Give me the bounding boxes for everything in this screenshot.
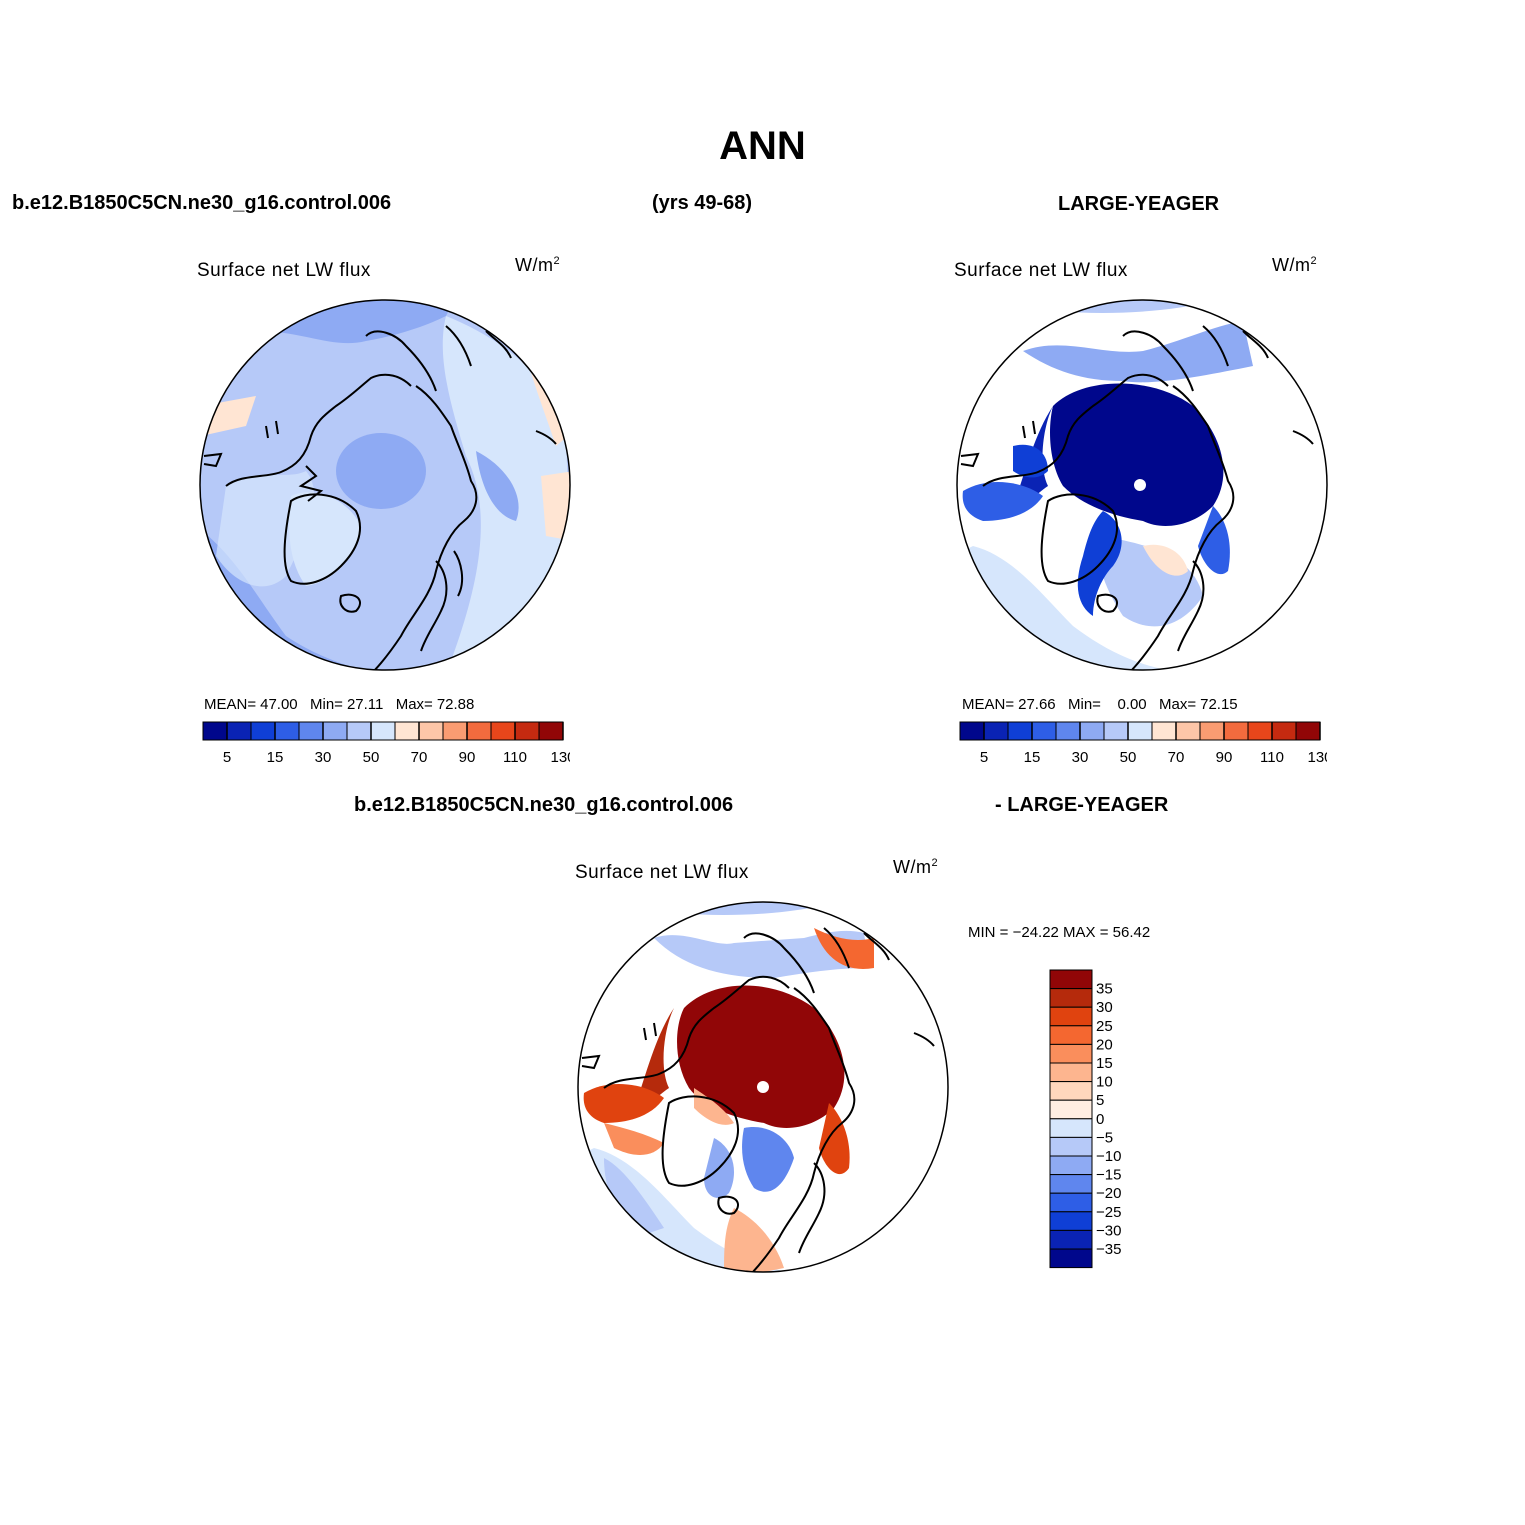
model-colorbar-swatch <box>346 721 372 741</box>
model-units: W/m2 <box>515 255 561 275</box>
obs-colorbar-swatch <box>1031 721 1057 741</box>
model-colorbar-swatch <box>274 721 300 741</box>
diff-colorbar-tick-label: 15 <box>1096 1055 1113 1072</box>
obs-colorbar-swatch <box>1175 721 1201 741</box>
diff-colorbar-tick-label: 35 <box>1096 981 1113 998</box>
model-colorbar-swatch <box>490 721 516 741</box>
main-title: ANN <box>719 124 806 168</box>
diff-colorbar-tick-label: −10 <box>1096 1148 1121 1165</box>
model-colorbar-swatch <box>202 721 228 741</box>
model-colorbar-tick-label: 15 <box>267 749 284 766</box>
diff-obs-header: - LARGE-YEAGER <box>995 794 1169 816</box>
model-colorbar-swatch <box>226 721 252 741</box>
obs-colorbar-tick-label: 90 <box>1216 749 1233 766</box>
model-colorbar-swatch <box>322 721 348 741</box>
diff-colorbar-tick-label: −30 <box>1096 1222 1121 1239</box>
obs-colorbar-tick-label: 50 <box>1120 749 1137 766</box>
obs-units: W/m2 <box>1272 255 1318 275</box>
diff-colorbar-tick-label: −25 <box>1096 1204 1121 1221</box>
obs-colorbar-swatch <box>1199 721 1225 741</box>
diff-case-header: b.e12.B1850C5CN.ne30_g16.control.006 <box>354 794 734 816</box>
obs-colorbar-swatch <box>1127 721 1153 741</box>
diff-colorbar-tick-label: −35 <box>1096 1241 1121 1258</box>
obs-colorbar-swatch <box>1079 721 1105 741</box>
years-header: (yrs 49-68) <box>652 192 753 214</box>
diff-colorbar-swatch <box>1049 1118 1093 1138</box>
diff-units: W/m2 <box>893 857 939 877</box>
diff-colorbar-swatch <box>1049 1211 1093 1231</box>
model-colorbar-swatch <box>442 721 468 741</box>
model-colorbar-swatch <box>538 721 564 741</box>
diff-colorbar-swatch <box>1049 1099 1093 1120</box>
diff-polar-map <box>577 901 949 1273</box>
model-colorbar: 5 15 30 50 70 90 110 130 <box>202 721 570 766</box>
obs-colorbar-swatch <box>1271 721 1297 741</box>
diff-colorbar-swatch <box>1049 1025 1093 1045</box>
obs-colorbar-swatch <box>983 721 1009 741</box>
model-colorbar-tick-label: 130 <box>550 749 570 766</box>
diff-colorbar-swatch <box>1049 1081 1093 1101</box>
obs-colorbar-swatch <box>1247 721 1273 741</box>
diff-colorbar-tick-label: −20 <box>1096 1185 1121 1202</box>
model-colorbar-swatch <box>394 721 420 741</box>
model-colorbar-swatch <box>250 721 276 741</box>
model-colorbar-tick-label: 50 <box>363 749 380 766</box>
obs-colorbar-swatch <box>1103 721 1129 741</box>
model-colorbar-tick-label: 90 <box>459 749 476 766</box>
model-plot-title: Surface net LW flux <box>197 260 371 281</box>
model-polar-map <box>199 299 571 671</box>
obs-polar-map <box>956 299 1328 671</box>
diff-colorbar-swatch <box>1049 1136 1093 1157</box>
diff-colorbar-tick-label: 10 <box>1096 1074 1113 1091</box>
obs-colorbar-swatch <box>1055 721 1081 741</box>
model-colorbar-swatch <box>514 721 540 741</box>
diff-colorbar-tick-label: 20 <box>1096 1036 1113 1053</box>
obs-colorbar-tick-label: 30 <box>1072 749 1089 766</box>
obs-colorbar-swatch <box>1151 721 1177 741</box>
diff-colorbar-swatch <box>1049 1006 1093 1027</box>
obs-colorbar-swatch <box>959 721 985 741</box>
diff-colorbar-swatch <box>1049 988 1093 1008</box>
obs-stats: MEAN= 27.66 Min= 0.00 Max= 72.15 <box>962 696 1238 713</box>
obs-colorbar-tick-label: 130 <box>1307 749 1327 766</box>
obs-colorbar: 5 15 30 50 70 90 110 130 <box>959 721 1327 766</box>
diff-colorbar-tick-label: −15 <box>1096 1167 1121 1184</box>
diff-colorbar-tick-label: −5 <box>1096 1129 1113 1146</box>
model-colorbar-tick-label: 5 <box>223 749 231 766</box>
diff-colorbar-tick-label: 25 <box>1096 1018 1113 1035</box>
diff-colorbar-swatch <box>1049 1248 1093 1269</box>
obs-colorbar-swatch <box>1295 721 1321 741</box>
case-name-header: b.e12.B1850C5CN.ne30_g16.control.006 <box>12 192 392 214</box>
diff-colorbar-swatch <box>1049 1043 1093 1064</box>
model-colorbar-swatch <box>466 721 492 741</box>
model-colorbar-tick-label: 70 <box>411 749 428 766</box>
obs-colorbar-swatch <box>1007 721 1033 741</box>
obs-colorbar-tick-label: 110 <box>1260 749 1284 766</box>
obs-name-header: LARGE-YEAGER <box>1058 193 1220 215</box>
model-colorbar-swatch <box>370 721 396 741</box>
model-stats: MEAN= 47.00 Min= 27.11 Max= 72.88 <box>204 696 475 713</box>
diff-colorbar-tick-label: 0 <box>1096 1111 1104 1128</box>
model-colorbar-tick-label: 110 <box>503 749 527 766</box>
diff-colorbar-tick-label: 30 <box>1096 999 1113 1016</box>
obs-plot-title: Surface net LW flux <box>954 260 1128 281</box>
diff-colorbar-tick-label: 5 <box>1096 1092 1104 1109</box>
obs-colorbar-tick-label: 15 <box>1024 749 1041 766</box>
diff-colorbar-swatch <box>1049 1174 1093 1194</box>
diff-colorbar-swatch <box>1049 1192 1093 1213</box>
diff-plot-title: Surface net LW flux <box>575 862 749 883</box>
model-colorbar-swatch <box>418 721 444 741</box>
diff-colorbar-swatch <box>1049 969 1093 990</box>
diff-colorbar-swatch <box>1049 1229 1093 1250</box>
model-colorbar-swatch <box>298 721 324 741</box>
diff-colorbar-swatch <box>1049 1155 1093 1176</box>
diff-colorbar-swatch <box>1049 1062 1093 1083</box>
obs-colorbar-swatch <box>1223 721 1249 741</box>
diff-minmax: MIN = −24.22 MAX = 56.42 <box>968 924 1151 941</box>
model-colorbar-tick-label: 30 <box>315 749 332 766</box>
obs-colorbar-tick-label: 5 <box>980 749 988 766</box>
obs-colorbar-tick-label: 70 <box>1168 749 1185 766</box>
